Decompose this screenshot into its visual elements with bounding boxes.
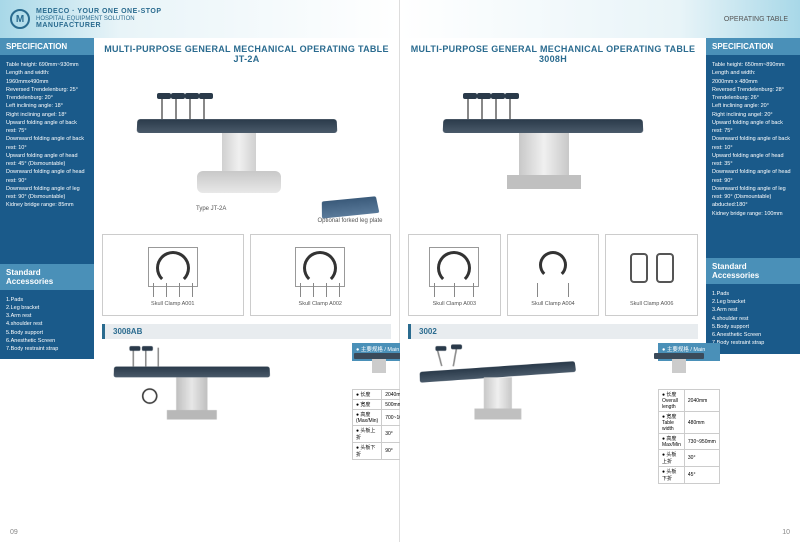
model-illustration [412, 343, 652, 461]
clamp-cell: Skull Clamp A003 [408, 234, 501, 316]
model-section-right: 3002 [408, 324, 698, 465]
model-code: 3002 [408, 324, 698, 339]
clamp-caption: Skull Clamp A001 [151, 301, 194, 307]
operating-table-illustration [433, 89, 673, 209]
accessories-header: Standard Accessories [0, 264, 94, 290]
spec-header: SPECIFICATION [706, 38, 800, 55]
skull-clamp-illustration [622, 243, 682, 299]
main-caption: Type JT-2A [196, 206, 226, 212]
skull-clamp-illustration [424, 243, 484, 299]
skull-clamp-illustration [143, 243, 203, 299]
page-right: OPERATING TABLE SPECIFICATION Table heig… [400, 0, 800, 542]
clamp-cell: Skull Clamp A001 [102, 234, 244, 316]
model-illustration [106, 343, 346, 461]
content-right: MULTI-PURPOSE GENERAL MECHANICAL OPERATI… [400, 38, 706, 465]
clamp-row-left: Skull Clamp A001 Skull Clamp A002 [102, 234, 391, 316]
product-title: MULTI-PURPOSE GENERAL MECHANICAL OPERATI… [408, 38, 698, 68]
header-left: M MEDECO · YOUR ONE ONE-STOP HOSPITAL EQ… [0, 0, 399, 38]
clamp-row-right: Skull Clamp A003 Skull Clamp A004 Skull … [408, 234, 698, 316]
logo-icon: M [10, 9, 30, 29]
accessories-header: Standard Accessories [706, 258, 800, 284]
catalog-spread: M MEDECO · YOUR ONE ONE-STOP HOSPITAL EQ… [0, 0, 800, 542]
spec-header: SPECIFICATION [0, 38, 94, 55]
accessories-body: 1.Pads 2.Leg bracket 3.Arm rest 4.should… [706, 284, 800, 354]
inset-accessory: Optional forked leg plate [315, 198, 385, 224]
clamp-cell: Skull Clamp A006 [605, 234, 698, 316]
model-section-left: 3008AB [102, 324, 391, 465]
operating-table-illustration [127, 89, 367, 209]
clamp-caption: Skull Clamp A006 [630, 301, 673, 307]
content-left: MULTI-PURPOSE GENERAL MECHANICAL OPERATI… [94, 38, 399, 465]
clamp-caption: Skull Clamp A002 [299, 301, 342, 307]
clamp-caption: Skull Clamp A003 [433, 301, 476, 307]
spec-body: Table height: 690mm~930mm Length and wid… [0, 55, 94, 216]
skull-clamp-illustration [523, 243, 583, 299]
product-title: MULTI-PURPOSE GENERAL MECHANICAL OPERATI… [102, 38, 391, 68]
spec-body: Table height: 650mm~890mm Length and wid… [706, 55, 800, 224]
sidebar-right: SPECIFICATION Table height: 650mm~890mm … [706, 38, 800, 354]
page-left: M MEDECO · YOUR ONE ONE-STOP HOSPITAL EQ… [0, 0, 400, 542]
section-label: OPERATING TABLE [724, 16, 800, 23]
brand-logo: M MEDECO · YOUR ONE ONE-STOP HOSPITAL EQ… [0, 8, 162, 30]
header-right: OPERATING TABLE [400, 0, 800, 38]
product-main-image [408, 68, 698, 230]
model-code: 3008AB [102, 324, 391, 339]
brand-text: MEDECO · YOUR ONE ONE-STOP HOSPITAL EQUI… [36, 8, 162, 30]
accessories-body: 1.Pads 2.Leg bracket 3.Arm rest 4.should… [0, 290, 94, 360]
skull-clamp-illustration [290, 243, 350, 299]
model-spec-block: ● 主要规格 / Main specification ● ● 长度 Overa… [658, 343, 720, 461]
mini-table-illustration [654, 345, 714, 375]
clamp-cell: Skull Clamp A004 [507, 234, 600, 316]
spec-table: ● 长度 Overall length2040mm ● 宽度 Table wid… [658, 389, 720, 484]
clamp-cell: Skull Clamp A002 [250, 234, 392, 316]
clamp-caption: Skull Clamp A004 [531, 301, 574, 307]
page-number: 09 [10, 529, 18, 536]
page-number: 10 [782, 529, 790, 536]
sidebar-left: SPECIFICATION Table height: 690mm~930mm … [0, 38, 94, 359]
product-main-image: Type JT-2A Optional forked leg plate [102, 68, 391, 230]
